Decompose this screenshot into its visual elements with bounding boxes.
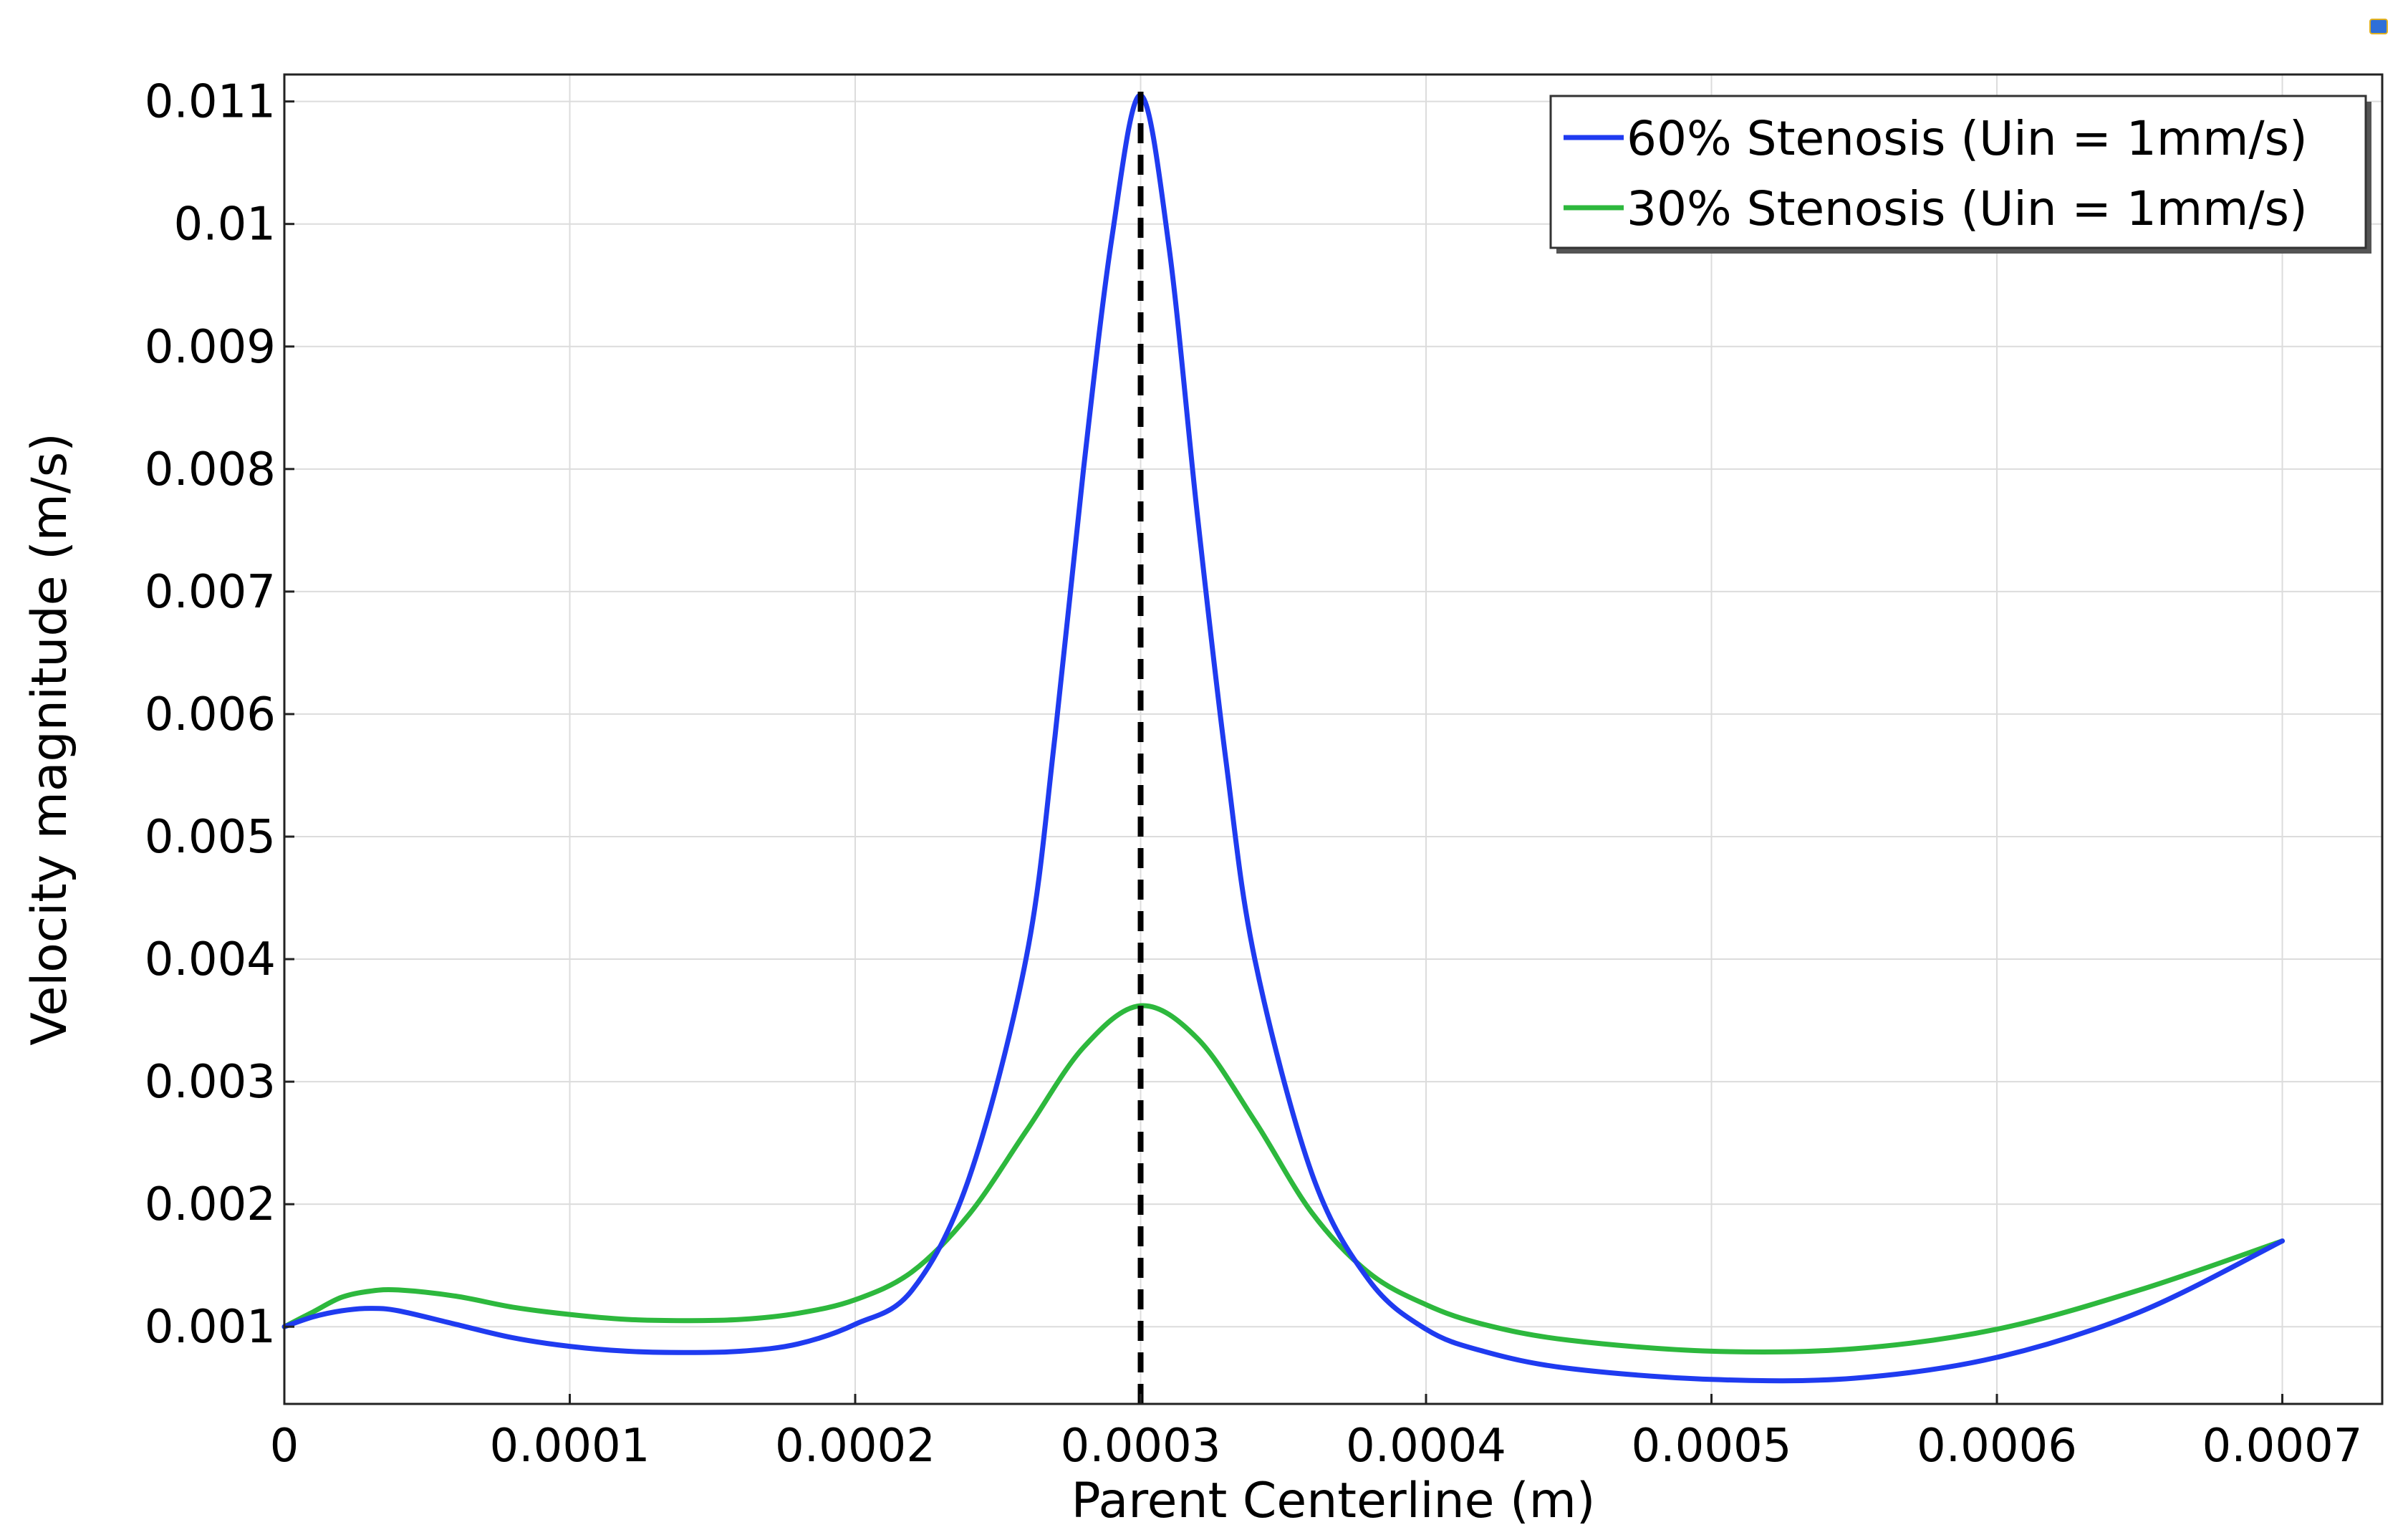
- x-tick-label: 0.0004: [1346, 1420, 1506, 1473]
- y-tick-label: 0.003: [145, 1056, 276, 1109]
- series-line-30pct: [281, 1003, 2285, 1355]
- series-lines: [281, 92, 2285, 1384]
- grid-lines: [284, 74, 2382, 1404]
- legend-label-30pct: 30% Stenosis (Uin = 1mm/s): [1627, 181, 2308, 236]
- y-tick-label: 0.011: [145, 76, 276, 129]
- x-tick-label: 0.0005: [1632, 1420, 1792, 1473]
- x-tick-label: 0.0003: [1061, 1420, 1221, 1473]
- y-tick-label: 0.009: [145, 321, 276, 374]
- x-tick-label: 0.0006: [1917, 1420, 2077, 1473]
- y-tick-label: 0.008: [145, 443, 276, 496]
- y-tick-label: 0.006: [145, 688, 276, 741]
- legend-box: [1549, 95, 2367, 249]
- y-axis: 0.001 0.002 0.003 0.004 0.005 0.006 0.007 0.008…: [145, 76, 294, 1354]
- snapshot-icon[interactable]: [2369, 19, 2388, 34]
- legend-label-60pct: 60% Stenosis (Uin = 1mm/s): [1627, 111, 2308, 166]
- y-tick-label: 0.007: [145, 566, 276, 619]
- legend: 60% Stenosis (Uin = 1mm/s) 30% Stenosis …: [1549, 95, 2371, 254]
- plot-area: [283, 73, 2384, 1405]
- x-tick-label: 0.0007: [2202, 1420, 2363, 1473]
- y-tick-label: 0.001: [145, 1301, 276, 1354]
- series-line-60pct: [281, 92, 2285, 1384]
- y-tick-label: 0.002: [145, 1178, 276, 1231]
- x-axis-label: Parent Centerline (m): [1071, 1473, 1596, 1529]
- x-axis: 0 0.0001 0.0002 0.0003 0.0004 0.0005 0.0006 0.0…: [270, 1394, 2363, 1473]
- y-tick-label: 0.005: [145, 811, 276, 864]
- x-tick-label: 0.0001: [490, 1420, 650, 1473]
- y-axis-label: Velocity magnitude (m/s): [21, 433, 78, 1045]
- y-tick-label: 0.004: [145, 933, 276, 986]
- x-tick-label: 0.0002: [775, 1420, 935, 1473]
- y-tick-label: 0.01: [174, 198, 276, 251]
- x-tick-label: 0: [270, 1420, 299, 1473]
